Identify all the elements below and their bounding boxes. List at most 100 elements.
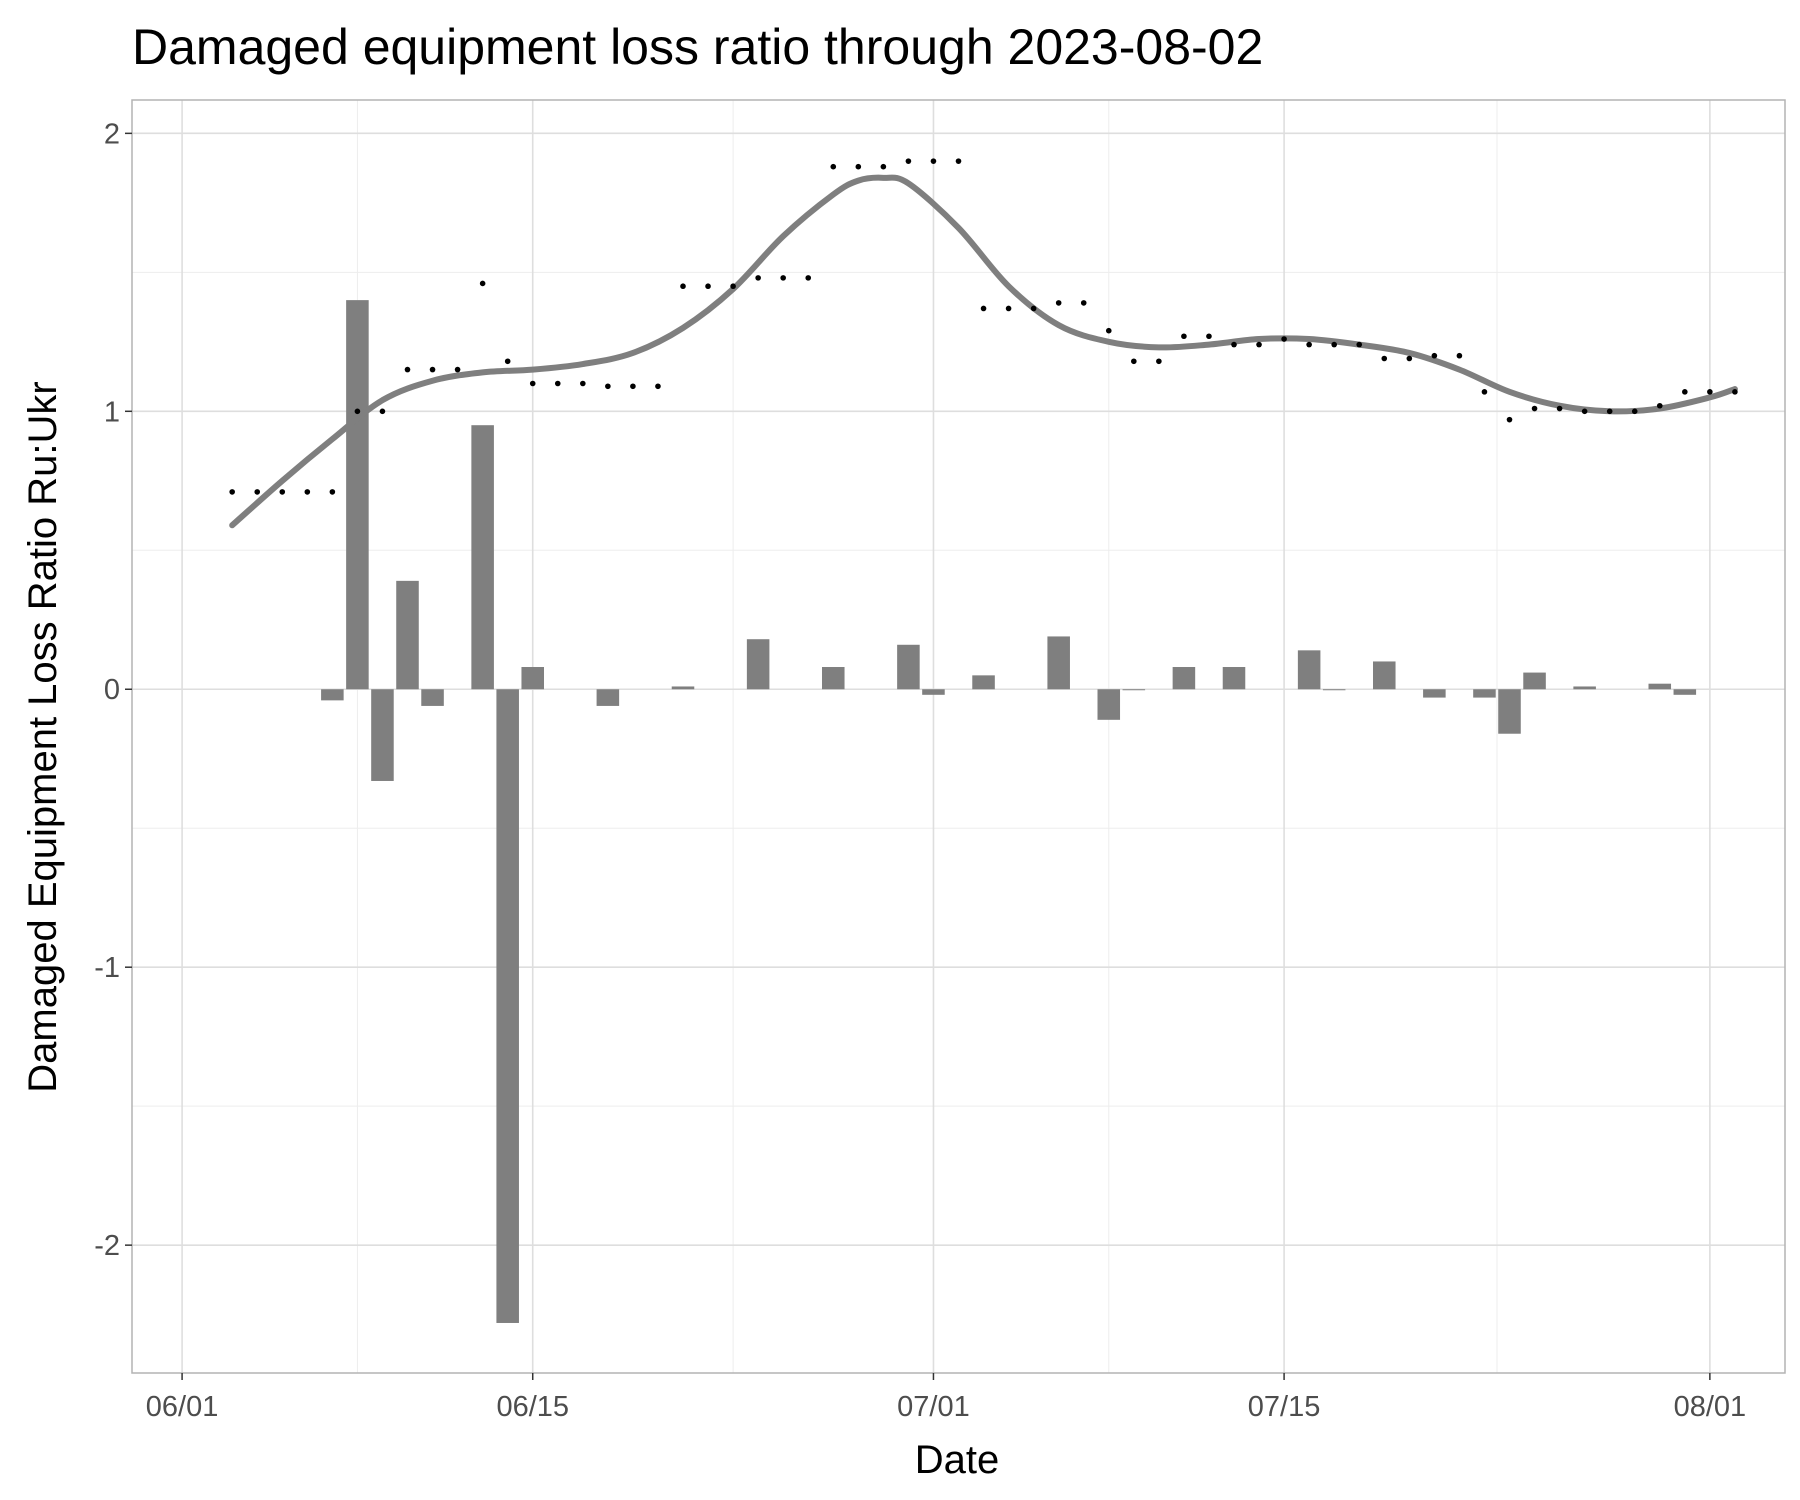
data-point <box>1531 405 1538 412</box>
bar <box>596 689 620 706</box>
data-point <box>905 158 912 164</box>
data-point <box>730 283 736 290</box>
y-tick-label: -1 <box>94 952 120 984</box>
data-point <box>755 275 761 281</box>
data-point <box>454 366 461 373</box>
y-axis-ticks: -2 -1 0 1 2 <box>94 118 132 1262</box>
x-axis-ticks: 06/01 06/15 07/01 07/15 08/01 <box>146 1373 1746 1423</box>
bar <box>421 689 444 706</box>
y-tick-label: 2 <box>104 118 120 150</box>
data-point <box>1156 358 1162 365</box>
bar <box>1097 689 1121 720</box>
bar <box>822 667 845 690</box>
data-point <box>980 305 987 312</box>
data-point <box>655 383 661 390</box>
data-point <box>279 489 286 495</box>
bar <box>371 689 394 781</box>
data-point <box>504 358 511 365</box>
smooth-line <box>229 174 1738 529</box>
data-point <box>404 366 411 373</box>
bar <box>521 667 544 690</box>
data-point <box>1281 336 1287 342</box>
bar <box>922 689 945 695</box>
data-point <box>429 366 436 373</box>
bar <box>396 580 419 690</box>
data-point <box>1631 408 1638 415</box>
data-point <box>1456 352 1463 359</box>
bar <box>321 689 344 701</box>
bar <box>746 639 770 690</box>
panel-border <box>131 99 1786 1374</box>
bar <box>1297 650 1321 690</box>
smooth-series <box>229 174 1738 529</box>
data-point <box>304 489 311 495</box>
bar <box>1673 689 1697 695</box>
data-point <box>479 280 486 287</box>
data-point <box>1682 389 1688 395</box>
data-point <box>630 383 636 390</box>
point-series <box>229 158 1738 495</box>
data-point <box>1707 389 1713 395</box>
data-point <box>1506 416 1513 423</box>
bar <box>471 425 494 690</box>
data-point <box>1481 389 1488 395</box>
data-point <box>830 163 837 170</box>
data-point <box>1556 405 1563 412</box>
bar <box>1423 689 1446 698</box>
y-tick-label: -2 <box>94 1230 120 1262</box>
bar <box>1473 689 1496 698</box>
bar <box>346 300 369 690</box>
x-tick-label: 08/01 <box>1674 1391 1747 1423</box>
y-tick-label: 0 <box>104 674 120 706</box>
data-point <box>1406 355 1413 362</box>
data-point <box>955 158 962 164</box>
y-tick-label: 1 <box>104 396 120 428</box>
x-axis-title: Date <box>915 1438 1000 1482</box>
data-point <box>580 380 586 387</box>
x-tick-label: 06/01 <box>146 1391 219 1423</box>
data-point <box>605 383 611 390</box>
data-point <box>930 158 937 164</box>
x-tick-label: 07/01 <box>897 1391 970 1423</box>
bar <box>1373 661 1396 690</box>
data-point <box>1732 389 1738 395</box>
bar <box>1498 689 1521 734</box>
data-point <box>780 275 786 281</box>
bar <box>1172 667 1196 690</box>
data-point <box>1080 300 1087 306</box>
data-point <box>1306 341 1312 348</box>
bar <box>972 675 995 690</box>
data-point <box>1581 408 1588 415</box>
bar <box>1322 689 1346 691</box>
data-point <box>554 380 561 387</box>
data-point <box>805 275 812 281</box>
bar <box>496 689 519 1323</box>
bar <box>1222 667 1246 690</box>
bar <box>1573 686 1596 690</box>
data-point <box>1381 355 1388 362</box>
data-point <box>354 408 361 415</box>
data-point <box>254 489 261 495</box>
bar <box>671 686 695 690</box>
data-point <box>1231 341 1237 348</box>
data-point <box>379 408 386 415</box>
data-point <box>880 163 887 170</box>
chart-title: Damaged equipment loss ratio through 202… <box>132 19 1263 75</box>
data-point <box>529 380 536 387</box>
data-point <box>1105 327 1112 334</box>
bar-series <box>321 300 1697 1323</box>
data-point <box>1256 341 1262 348</box>
data-point <box>229 489 235 495</box>
data-point <box>680 283 686 290</box>
data-point <box>1055 300 1062 306</box>
data-point <box>1356 341 1363 348</box>
data-point <box>1005 305 1012 312</box>
x-tick-label: 07/15 <box>1248 1391 1321 1423</box>
data-point <box>1181 333 1187 340</box>
data-point <box>1606 408 1613 415</box>
data-point <box>329 489 336 495</box>
data-point <box>705 283 711 290</box>
data-point <box>1206 333 1212 340</box>
data-point <box>1030 305 1037 312</box>
